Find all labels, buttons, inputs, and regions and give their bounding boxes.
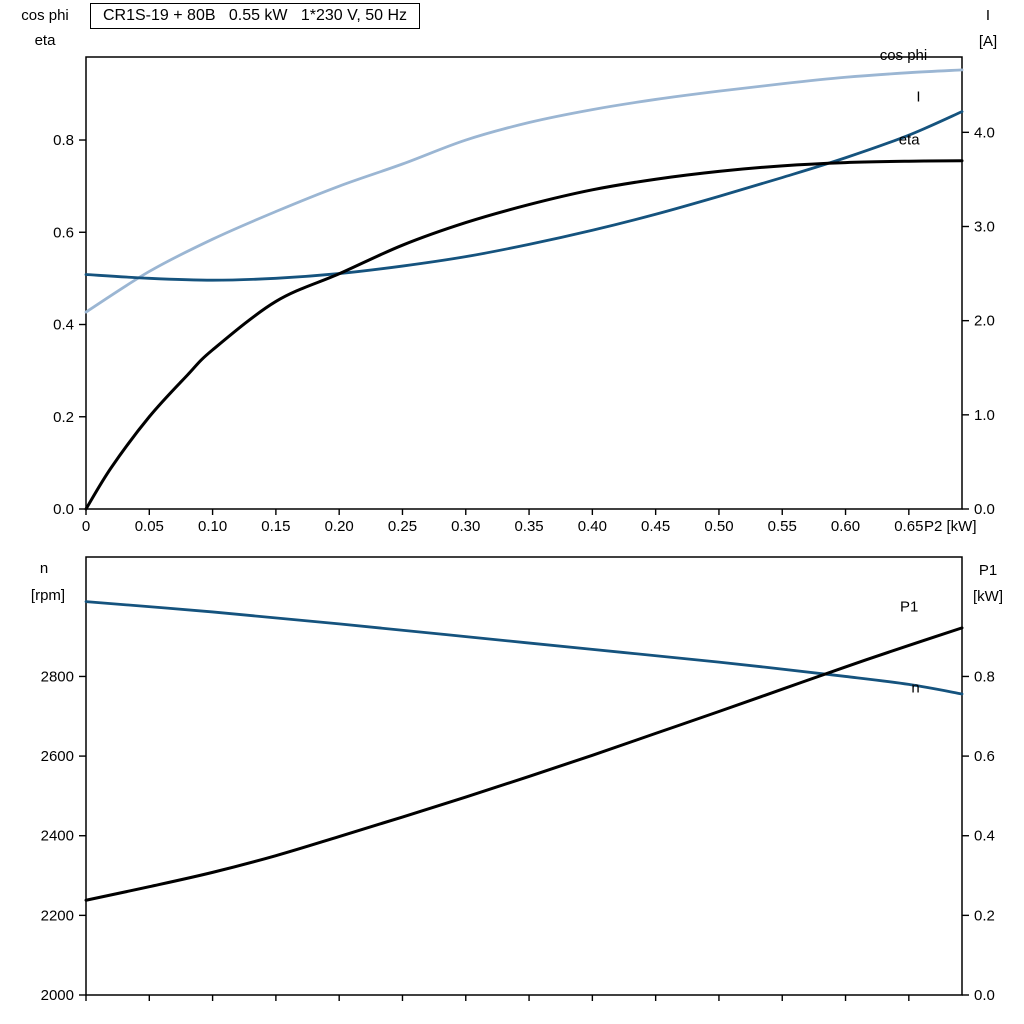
left-tick-label: 0.0 — [53, 501, 74, 518]
axis-header-label: [kW] — [973, 588, 1003, 605]
series-curve-speed-n — [84, 600, 964, 696]
right-tick-label: 2.0 — [974, 313, 995, 330]
series-curve-power-P1 — [84, 626, 964, 902]
left-tick-label: 2800 — [41, 668, 74, 685]
right-tick-label: 0.0 — [974, 501, 995, 518]
left-tick-label: 0.6 — [53, 224, 74, 241]
right-tick-label: 0.0 — [974, 987, 995, 1004]
x-tick-label: 0.35 — [514, 518, 543, 535]
x-axis-title: P2 [kW] — [924, 518, 977, 535]
left-tick-label: 0.8 — [53, 132, 74, 149]
series-curve-eta — [84, 159, 964, 511]
left-tick-label: 2200 — [41, 907, 74, 924]
axis-header-label: eta — [35, 32, 57, 49]
motor-performance-bottom-chart: 2000 2200 2400 2600 2800 0.0 0.2 0.4 0.6 0.8 n [rpm… — [31, 556, 1003, 1004]
series-label-speed-n: n — [911, 679, 919, 696]
left-tick-label: 2000 — [41, 987, 74, 1004]
motor-performance-top-chart: 0 0.05 0.10 0.15 0.20 0.25 0.30 0.35 0.40 0.45 0.5… — [21, 7, 997, 535]
x-tick-label: 0.15 — [261, 518, 290, 535]
left-tick-label: 2600 — [41, 748, 74, 765]
series-curve-current-I — [84, 110, 964, 282]
axis-header-label: cos phi — [21, 7, 69, 24]
right-tick-label: 0.4 — [974, 828, 995, 845]
left-tick-label: 0.4 — [53, 317, 74, 334]
right-tick-label: 0.6 — [974, 748, 995, 765]
axis-header-label: n — [40, 560, 48, 577]
right-tick-label: 1.0 — [974, 407, 995, 424]
plot-border — [85, 56, 963, 510]
plot-border — [85, 556, 963, 996]
right-tick-label: 0.2 — [974, 907, 995, 924]
x-tick-label: 0.50 — [704, 518, 733, 535]
series-label-cos-phi: cos phi — [880, 47, 928, 64]
x-tick-label: 0.40 — [578, 518, 607, 535]
left-tick-label: 0.2 — [53, 409, 74, 426]
x-tick-label: 0.10 — [198, 518, 227, 535]
x-tick-label: 0.65 — [894, 518, 923, 535]
x-tick-label: 0.25 — [388, 518, 417, 535]
x-tick-label: 0 — [82, 518, 90, 535]
axis-header-label: [A] — [979, 33, 997, 50]
series-label-current-I: I — [916, 88, 920, 105]
x-tick-label: 0.20 — [325, 518, 354, 535]
x-tick-label: 0.55 — [768, 518, 797, 535]
right-tick-label: 4.0 — [974, 124, 995, 141]
title-box: CR1S-19 + 80B 0.55 kW 1*230 V, 50 Hz — [90, 3, 421, 29]
right-tick-label: 0.8 — [974, 668, 995, 685]
x-tick-label: 0.60 — [831, 518, 860, 535]
left-tick-label: 2400 — [41, 828, 74, 845]
axis-header-label: I — [986, 7, 990, 24]
x-tick-label: 0.30 — [451, 518, 480, 535]
right-tick-label: 3.0 — [974, 219, 995, 236]
x-tick-label: 0.05 — [135, 518, 164, 535]
series-curve-cos-phi — [84, 68, 964, 314]
series-label-power-P1: P1 — [900, 599, 918, 616]
x-tick-label: 0.45 — [641, 518, 670, 535]
series-label-eta: eta — [899, 132, 921, 149]
axis-header-label: P1 — [979, 562, 997, 579]
axis-header-label: [rpm] — [31, 587, 65, 604]
